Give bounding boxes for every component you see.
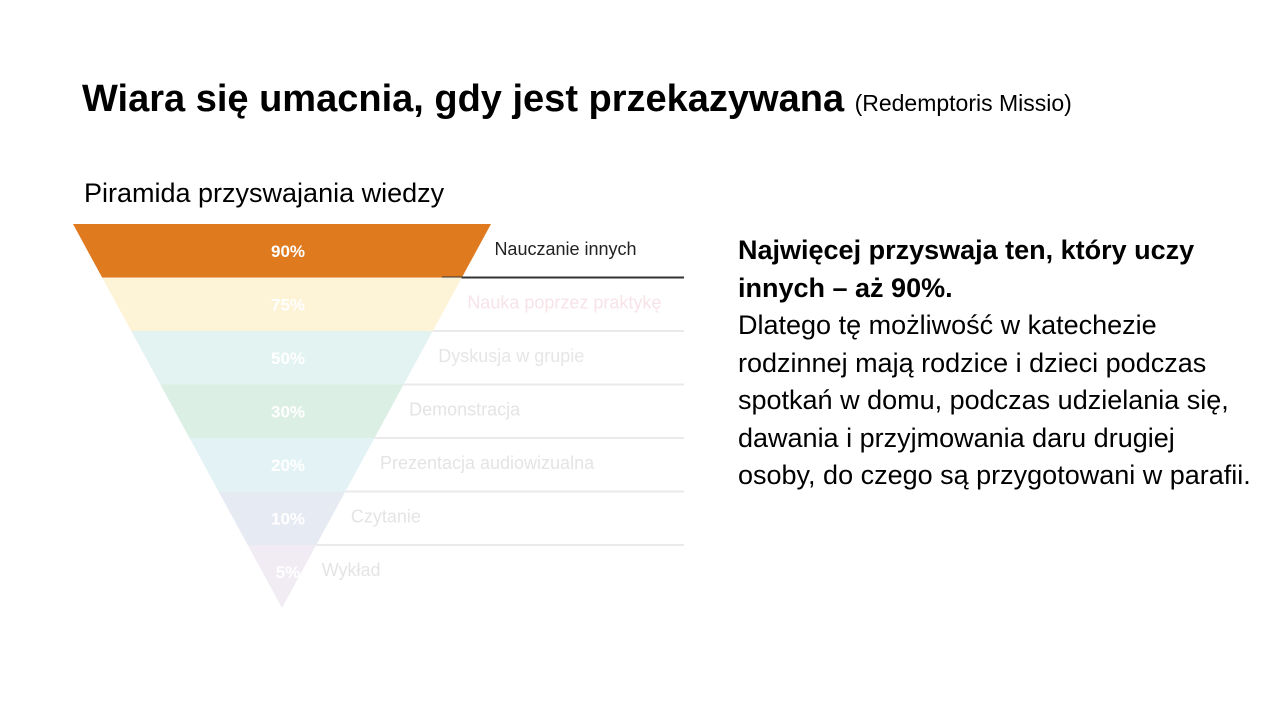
level-label: Demonstracja — [409, 399, 521, 419]
pyramid-level-6 — [218, 491, 346, 545]
body-text: Najwięcej przyswaja ten, który uczy inny… — [738, 232, 1258, 495]
pyramid-level-2 — [102, 277, 462, 331]
title-main: Wiara się umacnia, gdy jest przekazywana — [82, 78, 845, 120]
level-percent: 5% — [276, 563, 301, 582]
level-percent: 90% — [271, 242, 305, 261]
level-label: Nauka poprzez praktykę — [467, 292, 661, 312]
body-paragraph: Dlatego tę możliwość w katechezie rodzin… — [738, 310, 1251, 490]
level-label: Prezentacja audiowizualna — [380, 453, 595, 473]
pyramid-level-3 — [131, 331, 433, 385]
slide-title: Wiara się umacnia, gdy jest przekazywana… — [82, 78, 1072, 121]
level-percent: 75% — [271, 295, 305, 314]
pyramid-level-7 — [247, 545, 317, 608]
level-label: Nauczanie innych — [494, 239, 636, 259]
pyramid-level-1 — [73, 224, 491, 278]
level-percent: 10% — [271, 509, 305, 528]
level-percent: 50% — [271, 349, 305, 368]
pyramid-level-5 — [189, 438, 375, 492]
level-percent: 20% — [271, 456, 305, 475]
pyramid-heading: Piramida przyswajania wiedzy — [84, 178, 445, 208]
title-source: (Redemptoris Missio) — [854, 90, 1072, 116]
body-lead: Najwięcej przyswaja ten, który uczy inny… — [738, 235, 1195, 303]
level-label: Dyskusja w grupie — [438, 346, 584, 366]
level-percent: 30% — [271, 402, 305, 421]
level-label: Czytanie — [351, 506, 421, 526]
level-label: Wykład — [322, 560, 381, 580]
pyramid-level-4 — [160, 384, 404, 438]
